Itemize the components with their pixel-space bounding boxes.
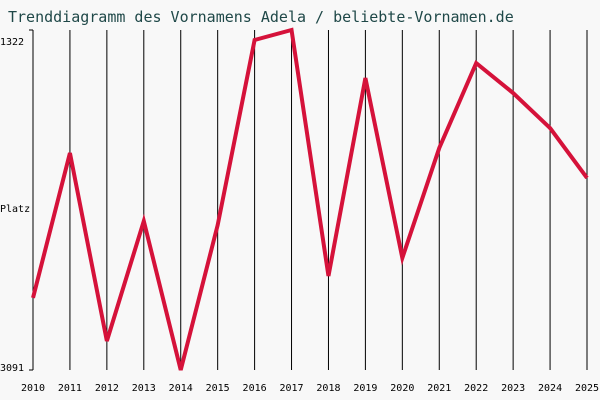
x-tick-label: 2020 — [390, 383, 414, 394]
x-tick-label: 2016 — [243, 383, 267, 394]
data-line — [31, 27, 589, 371]
x-tick-label: 2018 — [316, 383, 340, 394]
x-tick-label: 2017 — [279, 383, 303, 394]
x-tick-label: 2013 — [132, 383, 156, 394]
y-axis-label: Platz — [0, 204, 30, 215]
x-tick-label: 2024 — [538, 383, 562, 394]
x-tick-label: 2012 — [95, 383, 119, 394]
x-tick-label: 2010 — [21, 383, 45, 394]
chart-title: Trenddiagramm des Vornamens Adela / beli… — [8, 8, 514, 26]
x-tick-label: 2022 — [464, 383, 488, 394]
x-tick-label: 2015 — [206, 383, 230, 394]
x-tick-label: 2011 — [58, 383, 82, 394]
y-tick-label: 1322 — [0, 37, 24, 48]
y-tick-label: 3091 — [0, 363, 24, 374]
x-tick-label: 2025 — [575, 383, 599, 394]
x-tick-label: 2014 — [169, 383, 193, 394]
x-tick-label: 2021 — [427, 383, 451, 394]
x-tick-label: 2019 — [353, 383, 377, 394]
x-tick-label: 2023 — [501, 383, 525, 394]
